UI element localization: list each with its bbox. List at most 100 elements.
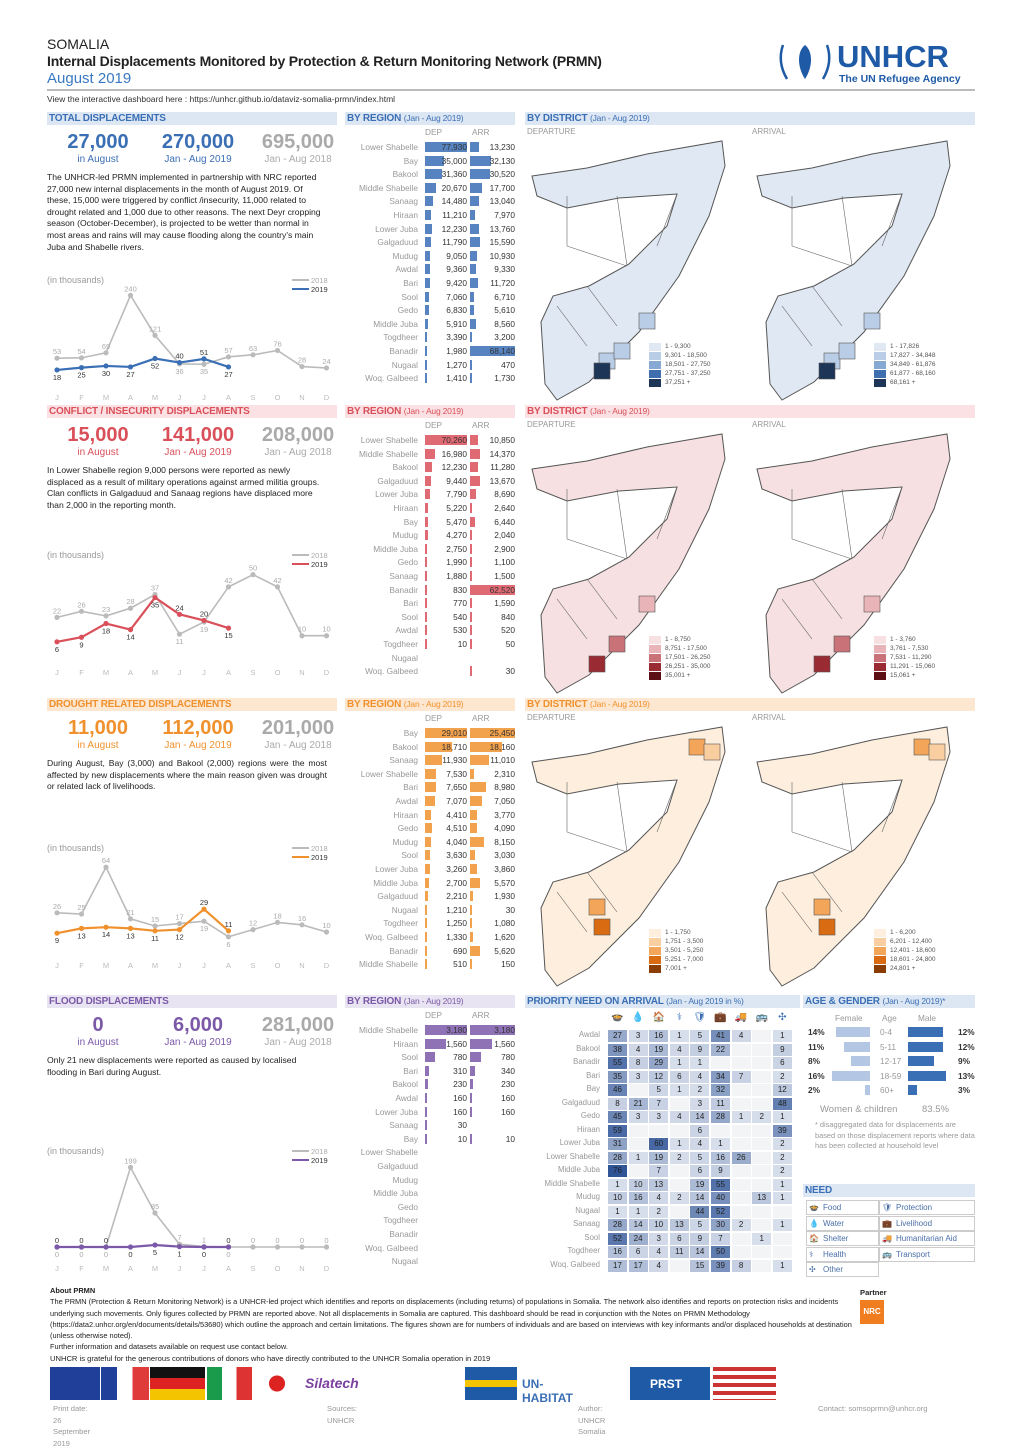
- departure-map: [531, 140, 726, 401]
- legend-row: 5,251 - 7,000: [649, 955, 703, 964]
- stat-block: 15,000 in August: [48, 424, 148, 458]
- need-cell-protection: 14: [690, 1192, 710, 1204]
- need-cell-humanitarian-aid: [731, 1232, 751, 1245]
- need-cell-transport: [752, 1097, 772, 1110]
- need-cell-food: 76: [608, 1165, 627, 1177]
- point-2018: [250, 1244, 256, 1250]
- legend-range: 26,251 - 35,000: [665, 663, 711, 670]
- header-divider: [47, 89, 975, 91]
- arr-bar: [470, 1052, 482, 1063]
- month-tick: M: [103, 393, 109, 402]
- dep-bar: [425, 611, 427, 622]
- dep-bar: [425, 223, 432, 234]
- month-tick: S: [250, 1264, 255, 1273]
- dep-bar: [425, 264, 431, 275]
- stat-label: in August: [77, 740, 119, 751]
- dep-value: 5,910: [446, 318, 467, 329]
- legend-swatch: [874, 653, 886, 662]
- priority-title: PRIORITY NEED ON ARRIVAL: [527, 996, 664, 1007]
- region-header: BY REGION (Jan - Aug 2019): [345, 405, 515, 418]
- legend-range: 11,291 - 15,060: [890, 663, 936, 670]
- dep-bar: [425, 1106, 428, 1117]
- dep-value: 31,360: [441, 169, 467, 180]
- region-name: Middle Juba: [373, 1188, 418, 1199]
- region-name: Sool: [401, 1052, 418, 1063]
- section-description: Only 21 new displacements were reported …: [47, 1055, 297, 1077]
- legend-range: 35,001 +: [665, 672, 691, 679]
- month-tick: J: [202, 393, 206, 402]
- need-cell-other: 9: [772, 1043, 792, 1056]
- data-label: 54: [77, 347, 85, 356]
- need-cell-other: 1: [772, 1192, 792, 1204]
- dep-col-header: DEP: [425, 420, 443, 430]
- arr-bar: [470, 598, 472, 609]
- legend-label: 2019: [311, 285, 328, 294]
- male-percent: 12%: [958, 1027, 975, 1037]
- need-cell-shelter: 4: [649, 1246, 669, 1258]
- report-month: August 2019: [47, 70, 132, 87]
- region-name: Togdheer: [383, 639, 418, 649]
- dep-value: 160: [453, 1093, 467, 1103]
- data-label: 0: [55, 1236, 59, 1245]
- legend-swatch: [874, 928, 886, 937]
- month-tick: F: [79, 961, 84, 970]
- dep-value: 1,330: [446, 932, 467, 942]
- legend-row: 34,849 - 61,876: [874, 360, 936, 369]
- district-title: BY DISTRICT: [527, 699, 588, 710]
- region-name: Woq. Galbeed: [365, 373, 418, 384]
- legend-row: 37,251 +: [649, 378, 711, 387]
- dep-bar: [425, 932, 427, 942]
- dep-value: 1,980: [446, 346, 467, 356]
- need-cell-other: 12: [772, 1084, 792, 1096]
- dashboard-link[interactable]: View the interactive dashboard here : ht…: [47, 94, 396, 104]
- need-cell-shelter: 60: [649, 1138, 669, 1150]
- point-2018: [299, 922, 305, 928]
- region-name: Middle Shabelle: [358, 182, 418, 193]
- stat-block: 695,000 Jan - Aug 2018: [248, 131, 348, 165]
- arr-value: 840: [501, 611, 515, 622]
- district-shape: [813, 898, 831, 916]
- need-cell-health: [669, 1259, 689, 1272]
- need-cell-protection: 19: [690, 1178, 710, 1191]
- need-legend-cell: [879, 1215, 975, 1231]
- map-legend: 1 - 3,760 3,761 - 7,530 7,531 - 11,290 11,2…: [874, 635, 935, 680]
- point-2019: [78, 1244, 85, 1250]
- point-2019: [127, 364, 134, 370]
- need-cell-humanitarian-aid: [731, 1246, 751, 1258]
- region-name: Woq. Galbeed: [365, 666, 418, 677]
- donor-logo: [50, 1367, 100, 1400]
- arr-bar: [470, 250, 478, 261]
- arr-bar: [470, 462, 479, 473]
- data-label: 23: [102, 605, 110, 614]
- somalia-outline: [756, 140, 951, 401]
- arr-value: 5,570: [494, 877, 515, 888]
- region-border: [586, 871, 618, 913]
- arrival-label: ARRIVAL: [752, 127, 786, 136]
- need-cell-transport: [752, 1178, 772, 1191]
- male-percent: 12%: [958, 1041, 975, 1052]
- data-label: 10: [322, 921, 330, 930]
- month-tick: J: [178, 1264, 182, 1273]
- logo-subtext: The UN Refugee Agency: [839, 73, 961, 85]
- point-2018: [274, 347, 281, 354]
- arr-bar: [470, 728, 515, 738]
- data-label: 69: [102, 342, 110, 351]
- data-label: 36: [175, 367, 183, 376]
- region-border: [791, 831, 853, 853]
- dep-bar: [425, 489, 430, 500]
- arr-bar: [470, 264, 477, 275]
- need-cell-livelihood: 28: [711, 1111, 730, 1123]
- month-tick: D: [324, 961, 330, 970]
- dep-value: 10: [457, 1133, 467, 1144]
- month-tick: S: [250, 393, 255, 402]
- point-2019: [201, 1244, 207, 1250]
- section-title: TOTAL DISPLACEMENTS: [47, 112, 337, 125]
- need-cell-protection: 5: [690, 1219, 710, 1231]
- protection-icon: 🛡: [882, 1203, 893, 1212]
- further-info: Further information and datasets availab…: [50, 1342, 288, 1352]
- need-cell-water: [628, 1084, 648, 1096]
- region-name: Banadir: [389, 945, 418, 956]
- need-cell-livelihood: 34: [711, 1070, 730, 1083]
- dep-bar: [425, 305, 429, 316]
- region-name: Sool: [401, 611, 418, 622]
